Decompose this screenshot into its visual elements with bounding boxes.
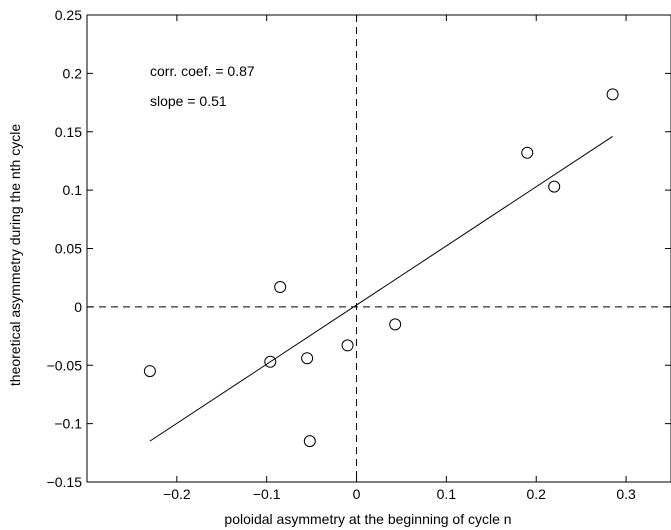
scatter-point [389, 318, 402, 331]
annotation-slope: slope = 0.51 [150, 93, 227, 109]
plot-area [86, 14, 671, 483]
y-tick-label: 0.15 [55, 124, 82, 140]
scatter-point [303, 435, 316, 448]
reference-lines [87, 15, 671, 482]
y-tick-label: 0.25 [55, 7, 82, 23]
annotation-corr-coef: corr. coef. = 0.87 [150, 63, 255, 79]
regression-line [149, 136, 613, 442]
scatter-point [548, 180, 561, 193]
scatter-point [143, 365, 156, 378]
x-axis-label: poloidal asymmetry at the beginning of c… [224, 511, 511, 527]
x-axis-ticks: −0.2 −0.1 0 0.1 0.2 0.3 [163, 15, 636, 502]
scatter-point [521, 146, 534, 159]
y-axis-label: theoretical asymmetry during the nth cyc… [7, 124, 23, 386]
y-tick-label: 0.05 [55, 241, 82, 257]
y-tick-label: 0.2 [63, 65, 83, 81]
scatter-point [264, 355, 277, 368]
scatter-point [301, 352, 314, 365]
y-tick-label: −0.05 [47, 357, 83, 373]
x-tick-label: −0.1 [253, 486, 281, 502]
x-tick-label: −0.2 [163, 486, 191, 502]
y-axis-ticks: −0.15 −0.1 −0.05 0 0.05 0.1 0.15 0.2 0.25 [47, 7, 671, 490]
scatter-point [341, 339, 354, 352]
fit-line-group [149, 136, 613, 442]
y-tick-label: 0 [74, 299, 82, 315]
y-tick-label: −0.15 [47, 474, 83, 490]
x-tick-label: 0 [353, 486, 361, 502]
y-tick-label: 0.1 [63, 182, 83, 198]
y-tick-label: −0.1 [54, 416, 82, 432]
x-tick-label: 0.3 [616, 486, 636, 502]
scatter-point [606, 88, 619, 101]
scatter-point [274, 281, 287, 294]
data-points [143, 88, 619, 448]
x-tick-label: 0.2 [526, 486, 546, 502]
x-tick-label: 0.1 [437, 486, 457, 502]
